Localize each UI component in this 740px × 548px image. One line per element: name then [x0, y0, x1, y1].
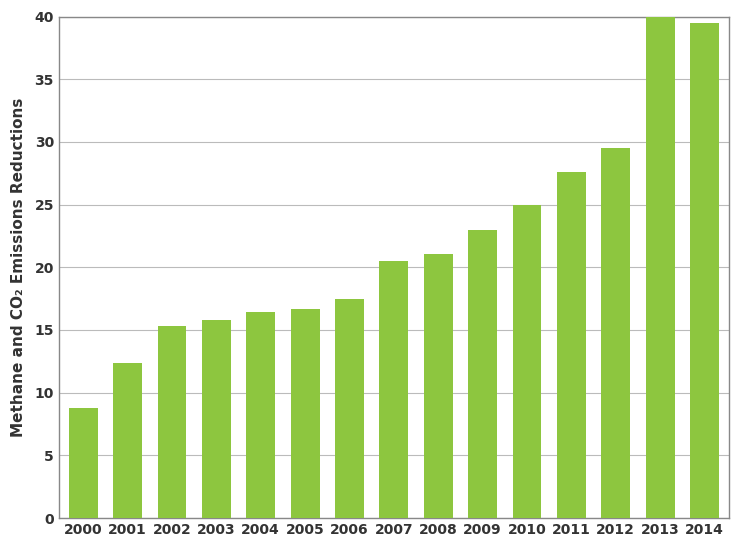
Bar [468, 230, 497, 518]
Bar [113, 363, 142, 518]
Bar [335, 299, 364, 518]
Bar [424, 254, 453, 518]
Bar [291, 309, 320, 518]
Bar [557, 172, 586, 518]
Bar [158, 326, 186, 518]
Bar [513, 204, 542, 518]
Bar [380, 261, 408, 518]
Bar [202, 320, 231, 518]
Y-axis label: Methane and CO₂ Emissions Reductions: Methane and CO₂ Emissions Reductions [11, 98, 26, 437]
Bar [646, 16, 675, 518]
Bar [246, 312, 275, 518]
Bar [602, 148, 630, 518]
Bar [690, 23, 719, 518]
Bar [69, 408, 98, 518]
